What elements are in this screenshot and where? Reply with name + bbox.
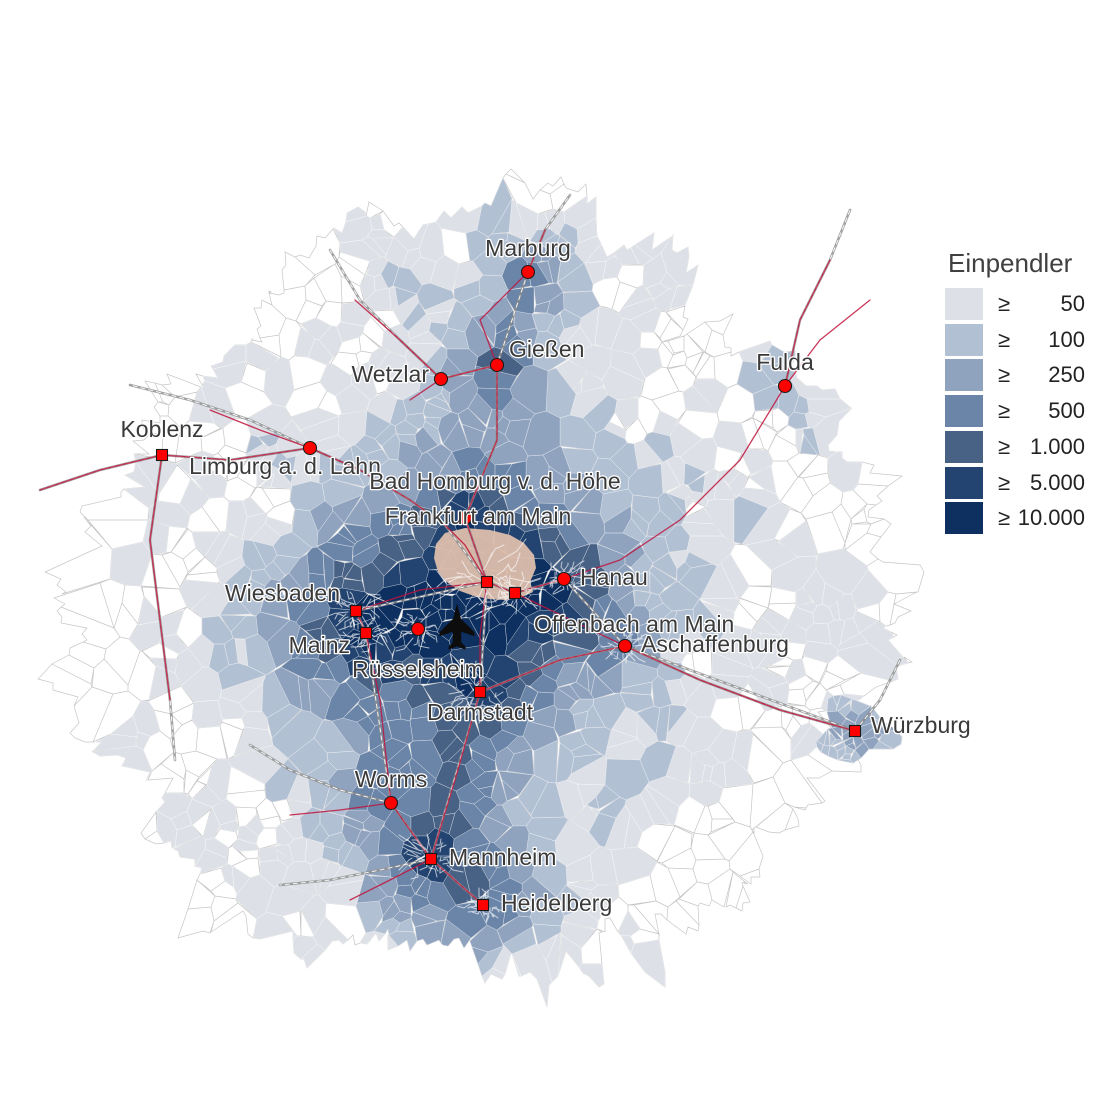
- svg-text:Würzburg: Würzburg: [871, 712, 971, 738]
- svg-text:Worms: Worms: [355, 766, 427, 792]
- svg-text:Marburg: Marburg: [485, 235, 571, 261]
- svg-text:Gießen: Gießen: [509, 336, 584, 362]
- svg-text:Heidelberg: Heidelberg: [501, 890, 612, 916]
- svg-text:Rüsselsheim: Rüsselsheim: [352, 656, 484, 682]
- svg-text:Hanau: Hanau: [580, 564, 648, 590]
- svg-text:Aschaffenburg: Aschaffenburg: [641, 631, 789, 657]
- svg-text:Frankfurt am Main: Frankfurt am Main: [385, 503, 572, 529]
- svg-text:Mainz: Mainz: [289, 632, 350, 658]
- svg-text:Bad Homburg v. d. Höhe: Bad Homburg v. d. Höhe: [369, 468, 620, 494]
- svg-text:Mannheim: Mannheim: [449, 844, 556, 870]
- svg-text:Wiesbaden: Wiesbaden: [225, 580, 340, 606]
- svg-text:Koblenz: Koblenz: [120, 416, 203, 442]
- svg-text:Fulda: Fulda: [756, 349, 814, 375]
- svg-text:Darmstadt: Darmstadt: [427, 699, 534, 725]
- svg-text:Limburg a. d. Lahn: Limburg a. d. Lahn: [189, 453, 381, 479]
- svg-text:Wetzlar: Wetzlar: [351, 361, 429, 387]
